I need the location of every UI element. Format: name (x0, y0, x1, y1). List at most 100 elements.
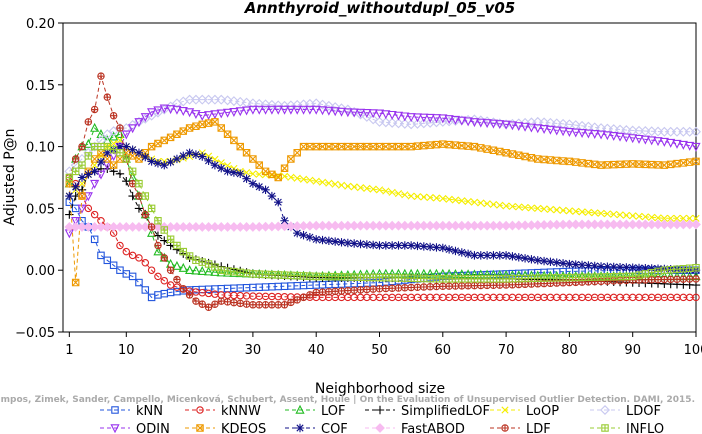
data-point (356, 239, 365, 249)
data-point (368, 240, 378, 250)
data-point (83, 138, 93, 148)
data-point (628, 134, 638, 144)
data-point (280, 301, 289, 309)
data-point (280, 164, 289, 172)
data-point (451, 246, 460, 256)
data-point (255, 270, 263, 278)
data-point (71, 182, 80, 191)
data-point (65, 191, 74, 201)
data-point (128, 251, 137, 260)
data-point (406, 220, 417, 231)
data-point (388, 188, 396, 196)
data-point (134, 204, 144, 213)
data-point (293, 228, 302, 238)
data-point (241, 106, 252, 116)
series-inflo (65, 142, 700, 283)
data-point (413, 241, 422, 251)
data-point (228, 96, 239, 107)
data-point (654, 275, 662, 284)
data-point (242, 149, 251, 157)
data-point (216, 267, 226, 277)
data-point (369, 285, 377, 293)
data-point (419, 113, 429, 123)
data-point (451, 282, 460, 290)
data-point (160, 160, 169, 170)
legend-item-simplifiedlof: SimplifiedLOF (365, 404, 490, 419)
data-point (287, 271, 295, 280)
data-point (185, 124, 194, 132)
y-axis: −0.05 0.00 0.05 0.10 0.15 0.20 (15, 17, 63, 341)
series-cof (65, 142, 701, 275)
data-point (583, 121, 594, 132)
data-point (268, 301, 276, 309)
data-point (634, 134, 644, 144)
data-point (325, 179, 333, 187)
data-point (116, 155, 124, 163)
data-point (160, 276, 169, 285)
data-point (425, 242, 435, 252)
data-point (261, 301, 270, 309)
y-tick-label: 0.20 (26, 17, 55, 32)
data-point (160, 226, 169, 234)
data-point (236, 299, 244, 307)
data-point (692, 157, 700, 166)
legend-marker (501, 424, 509, 432)
legend-item-lof: LOF (285, 404, 346, 419)
data-point (191, 222, 201, 232)
data-point (361, 111, 372, 122)
data-point (589, 122, 600, 133)
data-point (229, 168, 239, 177)
data-point (77, 222, 87, 232)
x-tick-label: 50 (371, 343, 388, 358)
data-point (325, 142, 333, 151)
data-point (464, 282, 472, 290)
data-point (293, 174, 301, 182)
legend-marker (295, 404, 305, 414)
data-point (507, 121, 518, 131)
data-point (432, 282, 441, 291)
data-point (558, 127, 568, 137)
data-point (160, 136, 169, 145)
data-point (198, 120, 207, 129)
data-point (268, 170, 276, 179)
data-point (97, 72, 105, 80)
data-point (603, 161, 612, 169)
data-point (362, 108, 372, 118)
data-point (545, 125, 556, 135)
data-point (591, 209, 599, 217)
x-tick-label: 20 (181, 343, 198, 358)
legend-item-odin: ODIN (100, 422, 170, 434)
data-point (444, 245, 454, 254)
data-point (248, 105, 258, 115)
data-point (532, 116, 543, 127)
series-knnw (65, 173, 700, 302)
data-point (342, 220, 353, 231)
data-point (317, 220, 328, 231)
data-point (368, 220, 379, 231)
data-point (640, 135, 650, 145)
series-line-knnw (68, 177, 696, 298)
series-fastabod (64, 219, 701, 232)
data-point (666, 160, 675, 169)
data-point (381, 241, 391, 250)
data-point (134, 118, 144, 128)
legend-label: LDOF (626, 404, 661, 419)
data-point (127, 119, 138, 130)
legend-marker (501, 406, 509, 414)
data-point (204, 156, 213, 166)
data-point (115, 129, 125, 138)
data-point (299, 230, 308, 240)
data-point (260, 105, 271, 115)
data-point (336, 220, 347, 231)
data-point (684, 219, 695, 230)
data-point (299, 142, 308, 151)
data-point (508, 281, 517, 289)
data-point (292, 105, 302, 115)
data-point (255, 301, 263, 309)
y-tick-label: 0.15 (26, 79, 55, 94)
data-point (121, 130, 131, 140)
data-point (109, 161, 118, 169)
data-point (356, 184, 365, 192)
data-point (483, 275, 491, 283)
